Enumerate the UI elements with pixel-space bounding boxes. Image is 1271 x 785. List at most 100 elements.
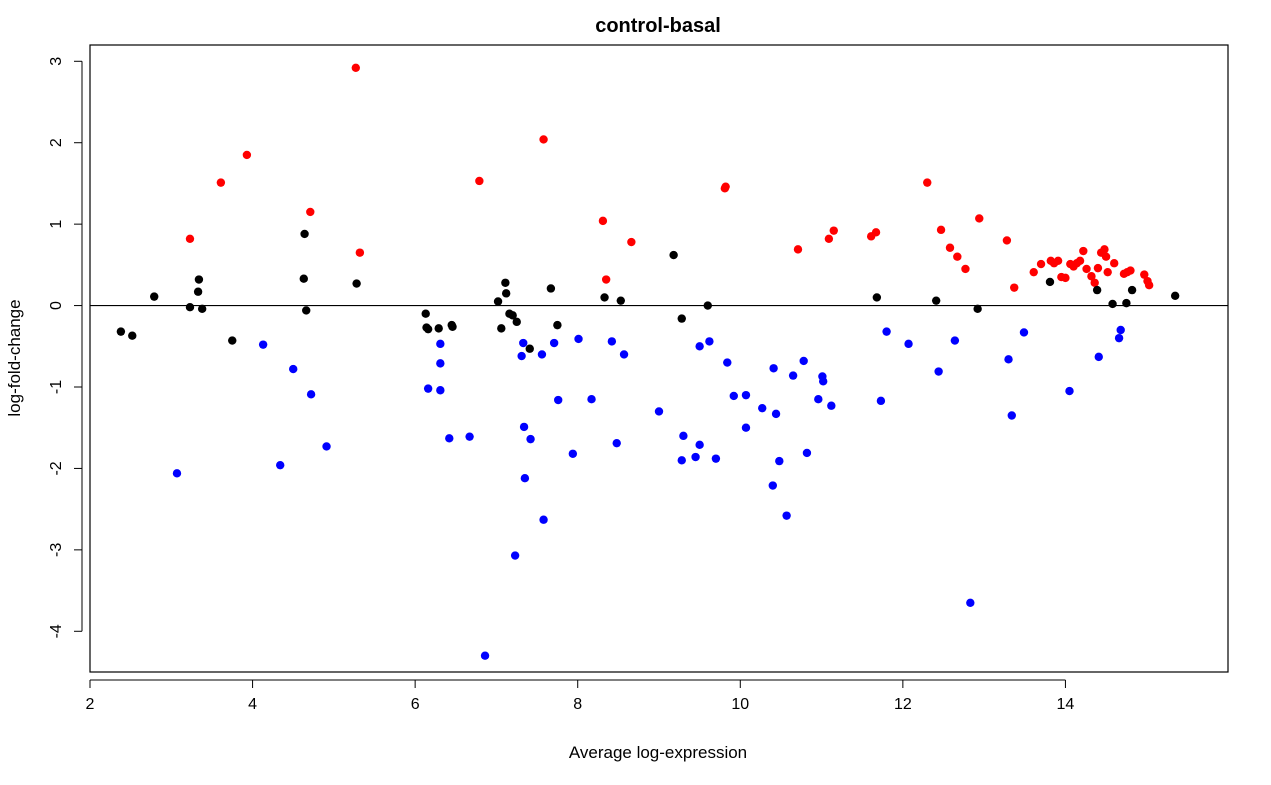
point-up (923, 178, 932, 187)
point-ns (553, 320, 562, 330)
point-down (306, 390, 316, 399)
point-down (695, 440, 704, 450)
point-ns (352, 279, 361, 288)
point-down (1019, 328, 1029, 337)
y-tick-label: 0 (48, 301, 65, 310)
point-ns (1045, 277, 1055, 287)
point-ns (600, 293, 609, 302)
point-ns (128, 331, 137, 340)
point-up (975, 214, 984, 223)
point-ns (300, 229, 309, 239)
point-down (519, 338, 528, 348)
point-ns (185, 303, 195, 312)
y-tick-label: 1 (48, 220, 65, 229)
point-down (934, 367, 943, 376)
point-down (768, 481, 777, 490)
point-down (436, 339, 445, 349)
point-down (723, 358, 732, 367)
point-up (871, 228, 881, 237)
point-down (729, 391, 738, 401)
point-up (1103, 267, 1112, 277)
point-ns (434, 324, 443, 333)
point-ns (197, 304, 207, 314)
point-up (936, 225, 946, 235)
point-up (1079, 246, 1088, 256)
point-ns (931, 296, 941, 305)
point-ns (546, 284, 556, 293)
point-ns (497, 324, 506, 333)
point-ns (299, 274, 308, 283)
point-down (519, 422, 529, 432)
point-ns (1108, 299, 1117, 309)
point-down (950, 336, 960, 345)
point-down (741, 423, 751, 432)
point-up (1090, 278, 1099, 287)
point-ns (228, 336, 237, 345)
point-ns (508, 311, 517, 320)
point-down (1065, 386, 1074, 396)
point-down (769, 364, 778, 373)
point-ns (493, 297, 503, 306)
point-up (1140, 270, 1149, 279)
point-up (355, 248, 365, 257)
point-up (829, 226, 838, 235)
point-down (587, 395, 596, 404)
point-down (619, 350, 629, 359)
point-down (465, 432, 474, 441)
point-down (612, 438, 621, 448)
point-up (601, 275, 611, 284)
point-down (568, 449, 578, 458)
point-ns (677, 314, 686, 323)
point-ns (193, 287, 203, 296)
point-ns (421, 309, 430, 318)
point-down (480, 651, 490, 660)
point-down (574, 334, 583, 344)
point-down (436, 359, 445, 368)
point-down (517, 351, 526, 361)
point-ns (1127, 285, 1137, 295)
point-ns (448, 322, 457, 331)
point-up (1002, 236, 1012, 245)
point-ns (616, 296, 625, 305)
point-ns (1122, 298, 1131, 308)
point-up (1093, 263, 1103, 273)
point-ns (116, 327, 126, 336)
point-down (1007, 411, 1016, 420)
series-up-points (185, 63, 1154, 292)
point-down (802, 448, 812, 458)
x-axis: 2 4 6 8 10 12 14 (86, 679, 1075, 713)
point-down (827, 401, 836, 410)
point-up (242, 150, 252, 160)
point-down (607, 337, 617, 346)
point-down (654, 407, 664, 416)
point-up (824, 234, 834, 243)
point-up (1101, 252, 1111, 261)
point-down (788, 371, 798, 380)
point-ns (423, 324, 433, 334)
point-down (510, 551, 520, 560)
point-down (758, 403, 767, 413)
point-ns (703, 301, 712, 310)
point-down (695, 342, 704, 351)
point-down (818, 377, 828, 386)
point-ns (194, 275, 204, 284)
x-tick-label: 8 (573, 696, 582, 713)
point-ns (973, 304, 982, 314)
point-down (258, 340, 268, 349)
y-tick-label: -1 (48, 380, 65, 394)
data-points (116, 63, 1180, 660)
y-axis: -4 -3 -2 -1 0 1 2 3 (48, 57, 83, 638)
point-up (475, 176, 484, 186)
point-down (814, 395, 823, 404)
point-down (882, 327, 891, 336)
x-tick-label: 10 (731, 696, 749, 713)
point-up (945, 243, 955, 252)
point-down (445, 434, 454, 443)
point-ns (1170, 291, 1180, 300)
point-up (1087, 272, 1096, 281)
x-tick-label: 14 (1057, 696, 1075, 713)
point-up (306, 207, 315, 217)
y-tick-label: 2 (48, 138, 65, 147)
y-tick-label: -3 (48, 543, 65, 557)
